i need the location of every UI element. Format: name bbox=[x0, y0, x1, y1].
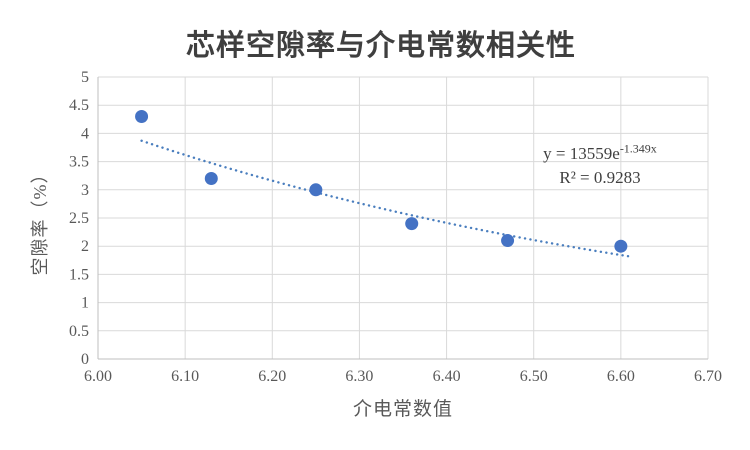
y-tick-label: 4 bbox=[81, 125, 89, 142]
y-tick-label: 2 bbox=[81, 238, 89, 255]
trendline bbox=[140, 139, 631, 258]
equation-line: y = 13559e-1.349x bbox=[509, 142, 691, 166]
y-tick-label: 2.5 bbox=[69, 210, 89, 227]
y-tick-label: 0.5 bbox=[69, 323, 89, 340]
x-axis-title: 介电常数值 bbox=[352, 399, 453, 420]
y-tick-label: 5 bbox=[81, 69, 89, 86]
data-point bbox=[135, 109, 149, 123]
y-tick-label: 1 bbox=[81, 295, 89, 312]
data-point bbox=[309, 183, 323, 197]
x-tick-label: 6.50 bbox=[520, 368, 548, 385]
x-tick-label: 6.70 bbox=[694, 368, 722, 385]
y-tick-label: 3 bbox=[81, 182, 89, 199]
x-tick-label: 6.00 bbox=[84, 368, 112, 385]
x-tick-label: 6.10 bbox=[171, 368, 199, 385]
r-squared-label: R² = 0.9283 bbox=[559, 167, 641, 187]
x-tick-label: 6.40 bbox=[433, 368, 461, 385]
equation-exponent: -1.349x bbox=[619, 141, 657, 156]
data-point bbox=[614, 239, 628, 253]
y-axis-title: 空隙率（%） bbox=[30, 164, 50, 276]
chart-title: 芯样空隙率与介电常数相关性 bbox=[185, 30, 576, 62]
trendline-equation-label: y = 13559e-1.349x R² = 0.9283 bbox=[509, 142, 691, 190]
x-tick-label: 6.20 bbox=[258, 368, 286, 385]
y-tick-label: 3.5 bbox=[69, 154, 89, 171]
equation-base: y = 13559e bbox=[543, 144, 620, 163]
y-tick-label: 0 bbox=[81, 351, 89, 368]
x-tick-label: 6.60 bbox=[607, 368, 635, 385]
x-tick-label: 6.30 bbox=[345, 368, 373, 385]
data-point bbox=[501, 234, 515, 248]
y-tick-label: 4.5 bbox=[69, 97, 89, 114]
data-point bbox=[204, 172, 218, 186]
data-point bbox=[405, 217, 419, 231]
y-tick-label: 1.5 bbox=[69, 266, 89, 283]
